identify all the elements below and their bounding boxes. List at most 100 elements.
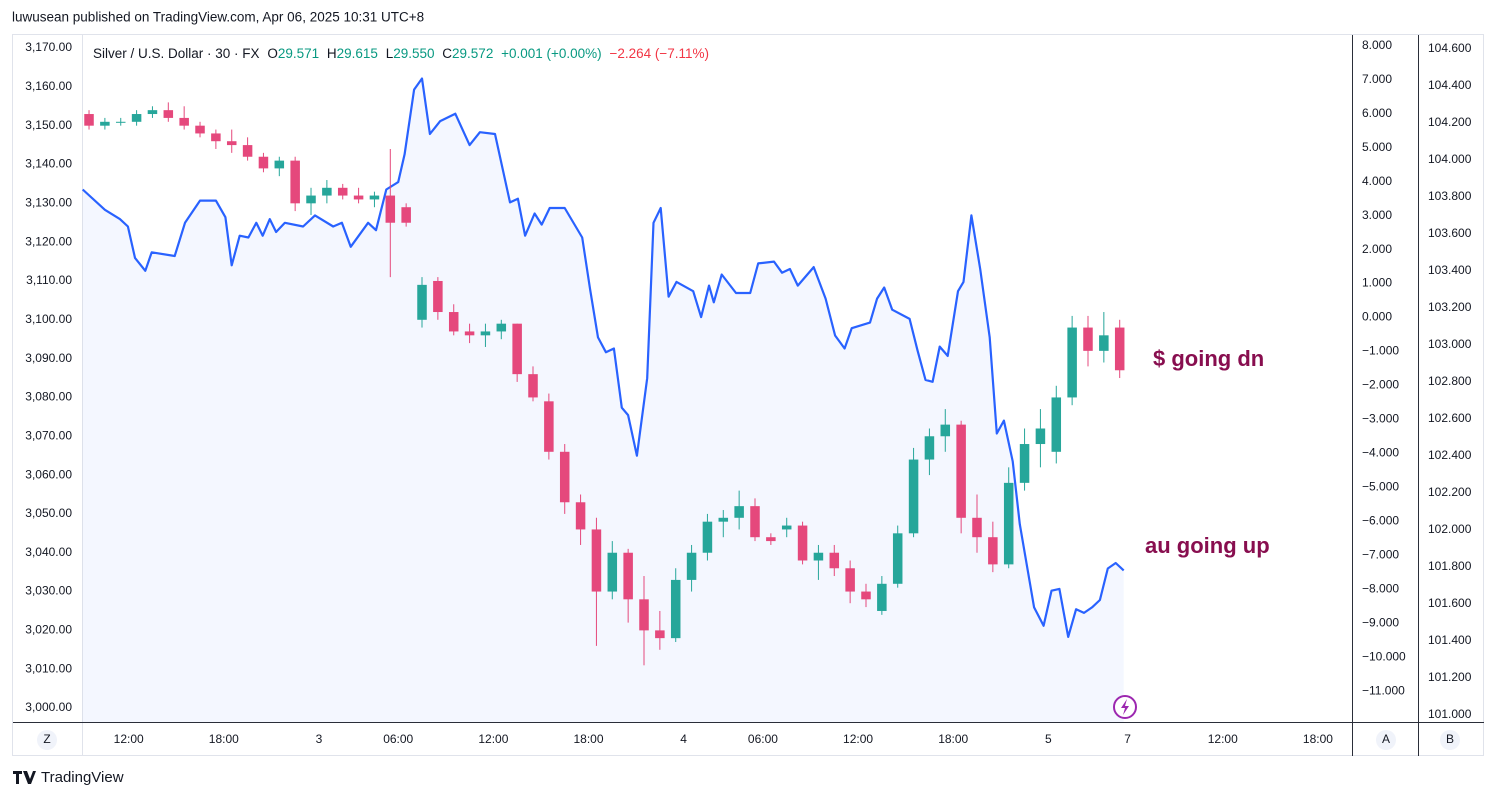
y-tick-label: −3.000 xyxy=(1362,412,1399,426)
y-tick-label: 8.000 xyxy=(1362,38,1392,52)
legend-symbol: Silver / U.S. Dollar · 30 · FX xyxy=(93,46,260,61)
legend-value: 29.550 xyxy=(393,46,434,61)
line xyxy=(81,77,1125,638)
candle-body xyxy=(1099,335,1109,351)
candle-body xyxy=(290,160,300,204)
candle-body xyxy=(1067,327,1077,398)
y-tick-label: 3,030.00 xyxy=(25,584,72,598)
candle-body xyxy=(385,195,396,223)
x-tick-label: 4 xyxy=(680,732,687,746)
y-tick-label: 101.400 xyxy=(1428,633,1472,647)
y-tick-label: 5.000 xyxy=(1362,140,1392,154)
candle-body xyxy=(607,552,618,592)
y-tick-label: 103.400 xyxy=(1428,263,1472,277)
x-tick-label: 12:00 xyxy=(478,732,508,746)
candle-body xyxy=(845,568,855,592)
candle-body xyxy=(544,401,554,452)
y-tick-label: 102.400 xyxy=(1428,448,1472,462)
x-tick-label: 12:00 xyxy=(1208,732,1238,746)
y-tick-label: 0.000 xyxy=(1362,310,1392,324)
candle-body xyxy=(892,533,903,584)
candle-body xyxy=(353,195,364,200)
candle-body xyxy=(274,160,285,169)
candle-body xyxy=(797,525,808,561)
footer-brand: TradingView xyxy=(41,769,124,786)
y-tick-label: 2.000 xyxy=(1362,242,1392,256)
y-tick-label: 3,110.00 xyxy=(26,273,72,287)
x-tick-label: 18:00 xyxy=(938,732,968,746)
candle-body xyxy=(655,630,665,639)
candle-body xyxy=(242,145,253,157)
candle-body xyxy=(734,506,744,518)
candle-body xyxy=(211,133,221,142)
y-tick-label: 103.600 xyxy=(1428,226,1472,240)
candle-body xyxy=(448,312,459,332)
y-tick-label: 3,050.00 xyxy=(25,506,72,520)
y-tick-label: 102.000 xyxy=(1428,522,1472,536)
candle-body xyxy=(559,451,570,503)
x-tick-label: 12:00 xyxy=(114,732,144,746)
y-tick-label: 3,100.00 xyxy=(25,312,72,326)
candle-body xyxy=(417,284,427,320)
candle-body xyxy=(924,436,935,460)
y-tick-label: 104.200 xyxy=(1428,115,1472,129)
publish-header: luwusean published on TradingView.com, A… xyxy=(12,10,424,25)
y-tick-label: −10.000 xyxy=(1362,649,1406,663)
y-tick-label: 101.000 xyxy=(1428,707,1472,721)
legend-key: O xyxy=(267,46,278,61)
candle-body xyxy=(337,187,348,196)
y-tick-label: 3,080.00 xyxy=(25,390,72,404)
y-tick-label: 104.600 xyxy=(1428,41,1472,55)
legend: Silver / U.S. Dollar · 30 · FX O29.571 H… xyxy=(93,46,709,61)
candle-body xyxy=(766,537,776,542)
y-tick-label: 3,130.00 xyxy=(25,195,72,209)
footer-logo[interactable]: TradingView xyxy=(13,769,124,786)
candle-body xyxy=(258,156,269,169)
candle-body xyxy=(84,114,94,126)
y-tick-label: 3,120.00 xyxy=(25,234,72,248)
candle-body xyxy=(195,125,205,134)
candle-body xyxy=(639,599,649,631)
candle-body xyxy=(1019,444,1030,483)
candle-body xyxy=(623,552,633,600)
candle-body xyxy=(1003,482,1014,565)
candle-body xyxy=(100,121,110,126)
x-tick-label: 06:00 xyxy=(748,732,778,746)
axis-button[interactable]: Z xyxy=(37,730,57,750)
legend-value: 29.571 xyxy=(278,46,319,61)
axis-button[interactable]: A xyxy=(1376,730,1396,750)
candle-body xyxy=(179,117,189,126)
annotation: au going up xyxy=(1145,533,1270,558)
candle-body xyxy=(702,521,713,553)
y-tick-label: 103.800 xyxy=(1428,189,1472,203)
chart-frame xyxy=(12,34,1484,756)
y-tick-label: 102.800 xyxy=(1428,374,1472,388)
alert-icon[interactable] xyxy=(1113,695,1137,719)
y-tick-label: 3,000.00 xyxy=(25,700,72,714)
plot-area xyxy=(81,77,1125,722)
candle-body xyxy=(512,323,522,375)
y-tick-label: 101.800 xyxy=(1428,559,1472,573)
x-tick-label: 3 xyxy=(316,732,323,746)
candle-body xyxy=(480,331,491,336)
y-tick-label: 6.000 xyxy=(1362,106,1392,120)
candle-body xyxy=(369,195,380,200)
y-tick-label: −9.000 xyxy=(1362,615,1399,629)
candle-body xyxy=(988,537,998,565)
y-tick-label: 3,150.00 xyxy=(25,118,72,132)
candle-body xyxy=(781,525,792,530)
y-tick-label: 3,040.00 xyxy=(25,545,72,559)
y-tick-label: 3,140.00 xyxy=(25,157,72,171)
candle-body xyxy=(956,424,966,518)
x-tick-label: 5 xyxy=(1045,732,1052,746)
candle-body xyxy=(908,459,919,534)
y-tick-label: 3,010.00 xyxy=(25,661,72,675)
y-tick-label: 102.200 xyxy=(1428,485,1472,499)
axis-button[interactable]: B xyxy=(1440,730,1460,750)
candle-body xyxy=(115,121,126,123)
candle-body xyxy=(528,374,538,398)
y-tick-label: 101.600 xyxy=(1428,596,1472,610)
y-tick-label: 3,090.00 xyxy=(25,351,72,365)
legend-value: 29.572 xyxy=(452,46,493,61)
